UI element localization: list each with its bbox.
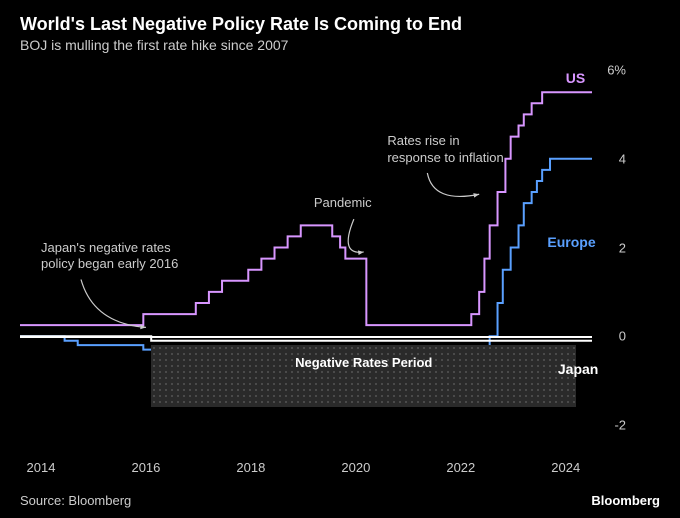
arrowhead-icon <box>473 193 479 198</box>
annotation-inflation-note: Rates rise inresponse to inflation <box>387 133 503 167</box>
negative-rates-band: Negative Rates Period <box>151 345 576 407</box>
y-tick: 6% <box>607 63 626 78</box>
source-text: Source: Bloomberg <box>20 493 131 508</box>
annotation-pandemic-note: Pandemic <box>314 195 372 212</box>
x-tick: 2024 <box>551 460 580 475</box>
x-tick: 2016 <box>131 460 160 475</box>
chart-title: World's Last Negative Policy Rate Is Com… <box>20 14 660 35</box>
x-tick: 2014 <box>27 460 56 475</box>
y-tick: -2 <box>614 418 626 433</box>
series-line <box>20 92 592 325</box>
zero-line <box>20 336 592 338</box>
chart-footer: Source: Bloomberg Bloomberg <box>20 493 660 508</box>
y-tick: 0 <box>619 329 626 344</box>
y-tick: 2 <box>619 240 626 255</box>
x-tick: 2018 <box>236 460 265 475</box>
arrowhead-icon <box>358 250 364 255</box>
plot-area: Negative Rates Period-20246%201420162018… <box>20 70 630 450</box>
annotation-japan-note: Japan's negative ratespolicy began early… <box>41 240 178 274</box>
series-label-us: US <box>566 70 585 86</box>
chart-header: World's Last Negative Policy Rate Is Com… <box>0 0 680 57</box>
annotation-arrow <box>348 219 364 252</box>
annotation-arrow <box>427 173 479 196</box>
brand-text: Bloomberg <box>591 493 660 508</box>
x-tick: 2020 <box>341 460 370 475</box>
chart-subtitle: BOJ is mulling the first rate hike since… <box>20 37 660 53</box>
x-tick: 2022 <box>446 460 475 475</box>
series-label-europe: Europe <box>547 234 595 250</box>
negative-rates-label: Negative Rates Period <box>151 355 576 370</box>
series-label-japan: Japan <box>558 361 598 377</box>
y-tick: 4 <box>619 151 626 166</box>
annotation-arrow <box>81 280 146 328</box>
chart-container: World's Last Negative Policy Rate Is Com… <box>0 0 680 518</box>
